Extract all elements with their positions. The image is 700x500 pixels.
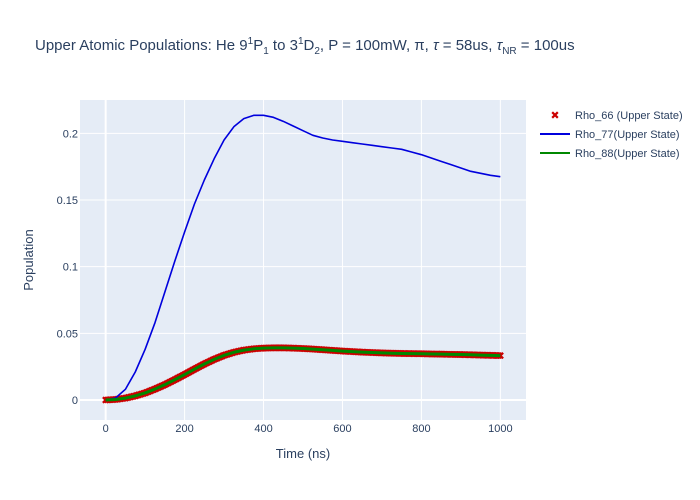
legend-item[interactable]: Rho_66 (Upper State) [551,110,683,122]
grid [80,100,526,420]
legend-marker [551,111,559,119]
x-tick-label: 200 [175,423,193,435]
x-tick-label: 800 [412,423,430,435]
legend-label: Rho_66 (Upper State) [575,110,683,122]
x-tick-label: 400 [254,423,272,435]
y-tick-label: 0.05 [57,328,78,340]
legend-label: Rho_88(Upper State) [575,148,680,160]
x-axis-title: Time (ns) [276,446,330,461]
legend-label: Rho_77(Upper State) [575,129,680,141]
chart-title: Upper Atomic Populations: He 91P1 to 31D… [35,36,575,57]
y-tick-label: 0 [72,395,78,407]
y-axis-title: Population [21,229,36,290]
x-tick-label: 600 [333,423,351,435]
legend-item[interactable]: Rho_88(Upper State) [540,148,680,160]
plot-area [80,100,526,420]
x-axis-ticks: 0 200 400 600 800 1000 [103,423,513,435]
y-tick-label: 0.1 [63,262,78,274]
series-line [105,114,501,401]
series [102,114,504,404]
x-tick-label: 1000 [488,423,512,435]
series-3 [105,346,501,402]
y-tick-label: 0.2 [63,128,78,140]
x-tick-label: 0 [103,423,109,435]
series-line [105,346,501,402]
legend: Rho_66 (Upper State) Rho_77(Upper State) R… [540,110,683,160]
legend-item[interactable]: Rho_77(Upper State) [540,129,680,141]
y-tick-label: 0.15 [57,195,78,207]
series-2 [105,114,501,401]
y-axis-ticks: 0 0.05 0.1 0.15 0.2 [57,128,78,407]
